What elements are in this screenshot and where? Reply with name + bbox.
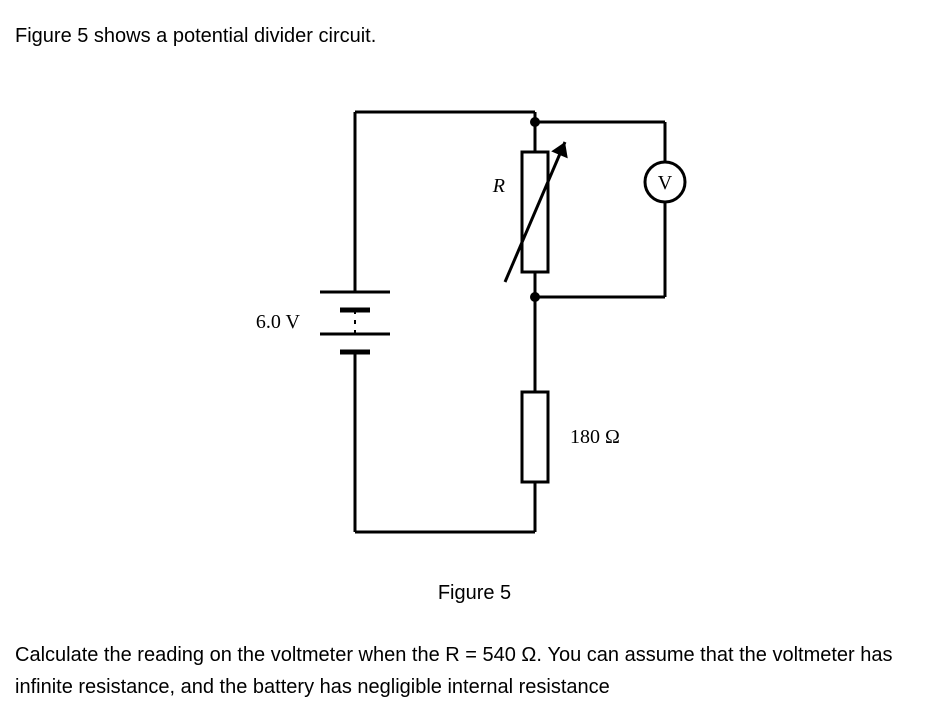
figure-caption: Figure 5 [438,577,511,609]
question-text: Calculate the reading on the voltmeter w… [15,639,934,703]
svg-text:6.0 V: 6.0 V [255,311,300,333]
svg-text:180 Ω: 180 Ω [570,426,620,448]
svg-text:R: R [491,175,504,197]
intro-text: Figure 5 shows a potential divider circu… [15,20,934,52]
figure-5: 6.0 V R 180 Ω V Figure 5 [15,82,934,609]
svg-text:V: V [657,172,672,194]
circuit-diagram: 6.0 V R 180 Ω V [235,82,715,552]
